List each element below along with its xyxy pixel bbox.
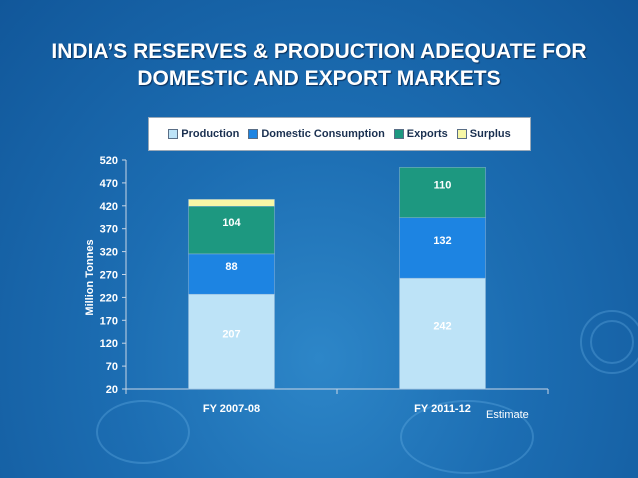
bar-value-label: 104 — [222, 217, 241, 229]
y-tick-label: 320 — [100, 247, 118, 259]
y-tick-label: 220 — [100, 292, 118, 304]
y-tick-label: 120 — [100, 338, 118, 350]
legend-swatch — [248, 129, 259, 139]
y-tick-label: 270 — [100, 270, 118, 282]
legend-swatch — [393, 129, 404, 139]
legend-label: Domestic Consumption — [261, 128, 385, 140]
legend-swatch — [168, 129, 179, 139]
legend-item: Domestic Consumption — [248, 128, 385, 140]
bar-segment — [399, 277, 486, 390]
x-category-label: FY 2011-12 — [414, 403, 471, 415]
bar-value-label: 132 — [433, 235, 451, 247]
y-tick-label: 70 — [106, 361, 118, 373]
y-tick-label: 370 — [100, 224, 118, 236]
ripple-decoration — [400, 400, 534, 474]
slide-title-line-2: DOMESTIC AND EXPORT MARKETS — [137, 67, 501, 90]
estimate-note: Estimate — [486, 409, 529, 421]
bar-segment — [188, 293, 275, 390]
bar-value-label: 88 — [225, 261, 237, 273]
y-tick-label: 520 — [100, 155, 118, 167]
y-tick-label: 170 — [100, 315, 118, 327]
legend-label: Production — [181, 128, 240, 140]
legend-label: Surplus — [469, 128, 511, 140]
bar-value-label: 207 — [222, 329, 240, 341]
x-category-label: FY 2007-08 — [203, 403, 260, 415]
bar-value-label: 242 — [433, 321, 451, 333]
legend-item: Surplus — [456, 128, 511, 140]
y-tick-label: 420 — [100, 201, 118, 213]
bar-value-label: 110 — [434, 180, 452, 192]
y-axis-label: Million Tonnes — [84, 239, 96, 315]
chart-legend: Production Domestic Consumption Exports Sur… — [148, 117, 531, 151]
bar-segment — [399, 167, 486, 218]
bar-segment — [188, 199, 275, 207]
ripple-decoration — [96, 400, 190, 464]
ripple-decoration — [580, 310, 638, 374]
slide-title-line-1: INDIA’S RESERVES & PRODUCTION ADEQUATE F… — [51, 40, 587, 63]
legend-item: Exports — [393, 128, 448, 140]
legend-label: Exports — [406, 128, 448, 140]
bar-segment — [188, 206, 275, 255]
slide-title: INDIA’S RESERVES & PRODUCTION ADEQUATE F… — [20, 38, 618, 92]
bar-segment — [399, 217, 486, 279]
y-tick-label: 20 — [106, 384, 118, 396]
y-tick-label: 470 — [100, 178, 118, 190]
bar-segment — [188, 253, 275, 295]
legend-swatch — [456, 129, 467, 139]
legend-item: Production — [168, 128, 239, 140]
